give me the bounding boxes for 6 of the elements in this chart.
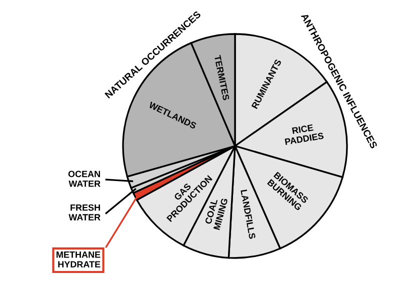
slice-label: TERMITES <box>214 54 230 100</box>
slice-label: RICE PADDIES <box>284 124 324 146</box>
slice-label: FRESH WATER <box>68 204 100 220</box>
slice-label: METHANE HYDRATE <box>56 252 100 268</box>
slice-label: OCEAN WATER <box>68 170 100 187</box>
slice-label: LANDFILLS <box>240 190 256 240</box>
